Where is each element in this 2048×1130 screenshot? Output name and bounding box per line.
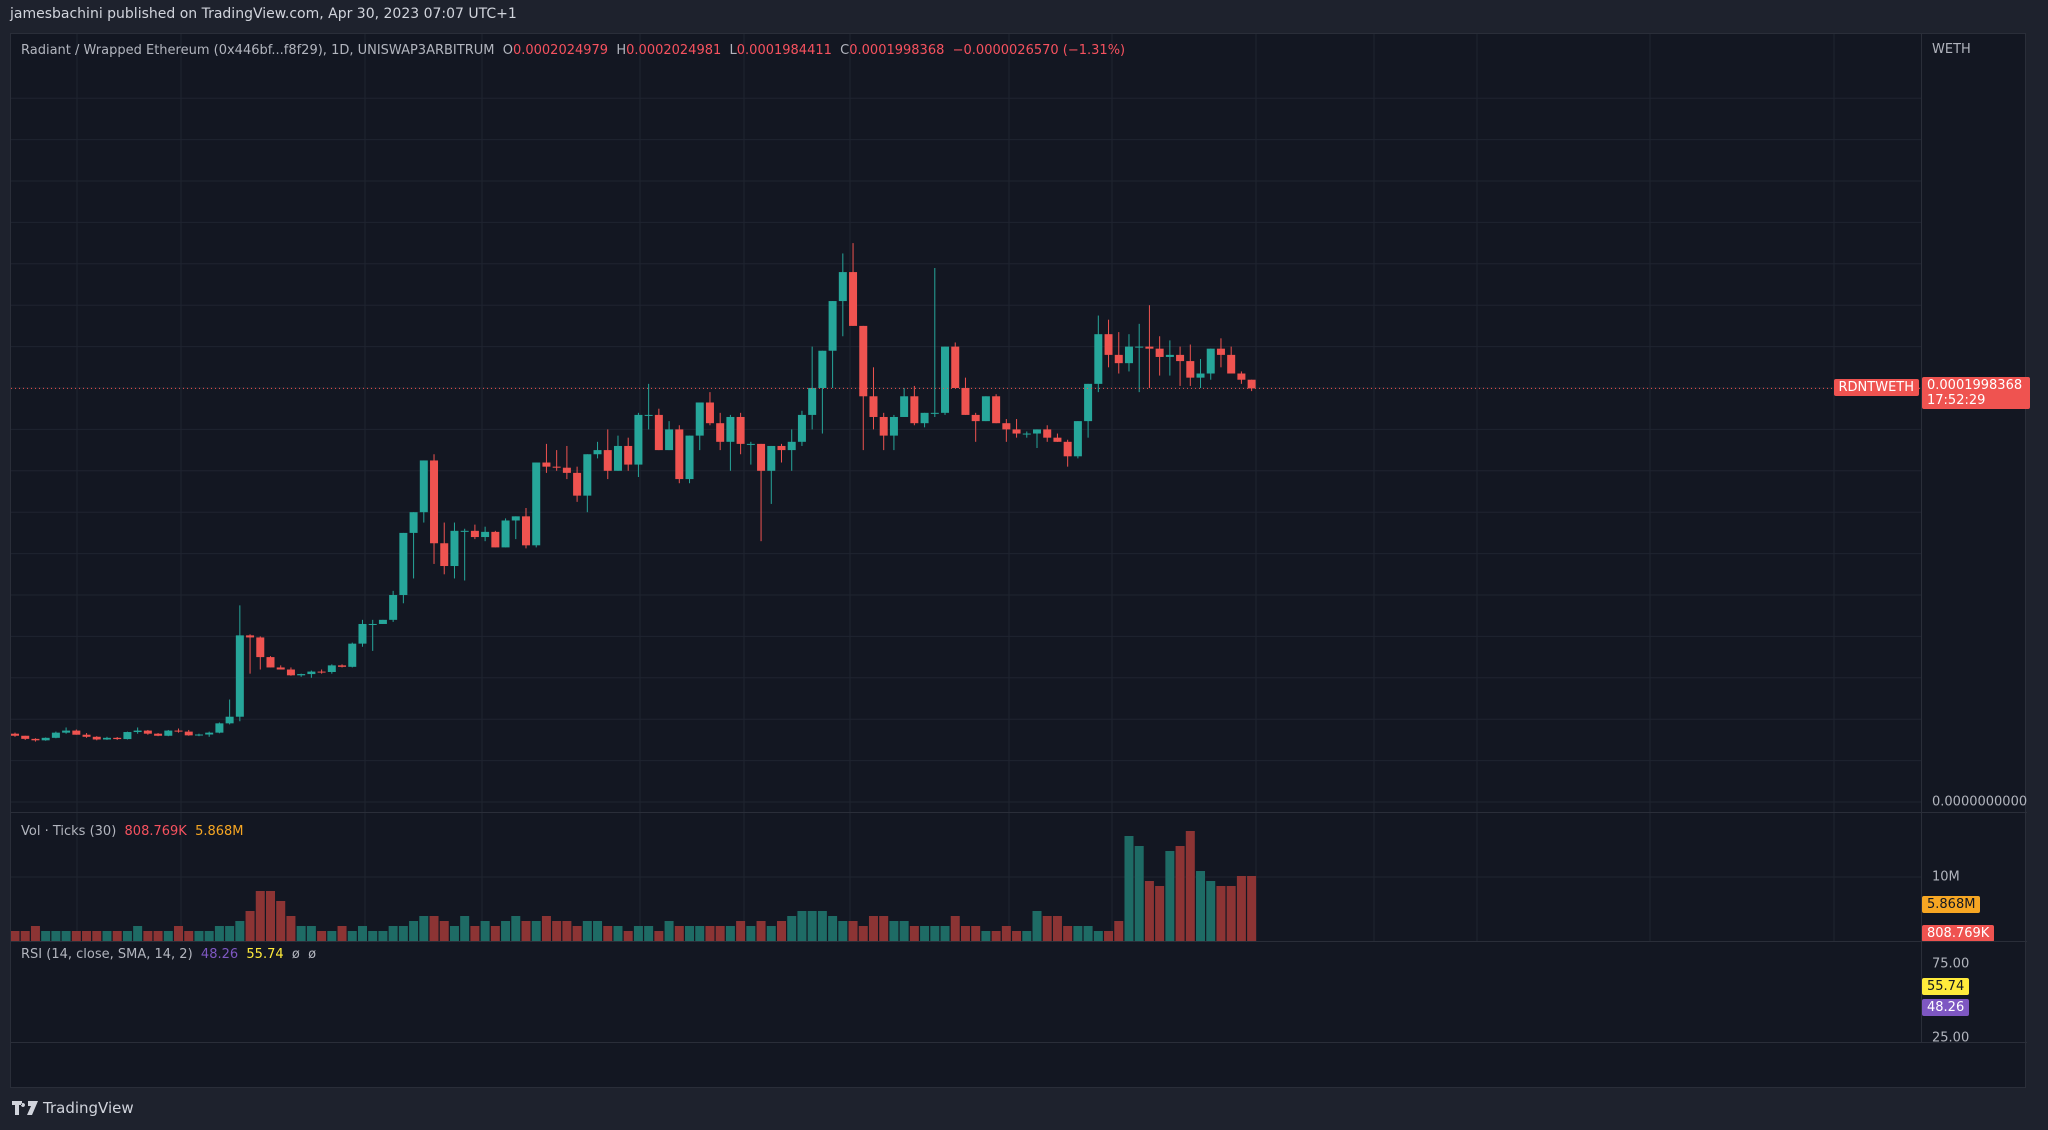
rsi-pane[interactable]: RSI (14, close, SMA, 14, 2) 48.26 55.74 … [11, 942, 1921, 1042]
close-value: 0.0001998368 [849, 43, 945, 58]
price-tick: 0.0000000000 [1932, 794, 2028, 810]
chart-frame: Radiant / Wrapped Ethereum (0x446bf...f8… [10, 33, 2030, 1088]
rsi-value: 48.26 [200, 947, 239, 962]
price-axis[interactable]: WETH 0.00034000000.00032000000.000300000… [1921, 34, 2030, 812]
tradingview-brand[interactable]: TradingView [12, 1099, 134, 1117]
tradingview-logo-icon [12, 1101, 38, 1115]
volume-pane[interactable]: Vol · Ticks (30) 808.769K 5.868M [11, 813, 1921, 941]
time-axis[interactable] [11, 1043, 1921, 1087]
symbol-title[interactable]: Radiant / Wrapped Ethereum (0x446bf...f8… [21, 43, 495, 58]
high-value: 0.0002024981 [626, 43, 722, 58]
rsi-axis[interactable]: 75.00 55.74 48.26 25.00 [1921, 942, 2027, 1046]
pane-separator[interactable] [11, 941, 2027, 942]
change-value: −0.0000026570 (−1.31%) [952, 43, 1126, 58]
volume-value: 808.769K [124, 824, 187, 839]
rsi-legend: RSI (14, close, SMA, 14, 2) 48.26 55.74 … [21, 947, 317, 962]
pane-separator[interactable] [11, 812, 2027, 813]
rsi-tick-75: 75.00 [1932, 956, 1970, 972]
volume-badge: 808.769K [1922, 925, 1995, 942]
volume-legend: Vol · Ticks (30) 808.769K 5.868M [21, 824, 244, 839]
volume-title[interactable]: Vol · Ticks (30) [21, 824, 117, 839]
volume-tick: 10M [1932, 869, 1960, 885]
axis-currency: WETH [1932, 42, 1971, 57]
candlestick-chart[interactable] [11, 34, 1921, 812]
rsi-ma-value: 55.74 [246, 947, 284, 962]
volume-ma-value: 5.868M [195, 824, 244, 839]
rsi-tick-25: 25.00 [1932, 1030, 1970, 1046]
published-caption: jamesbachini published on TradingView.co… [10, 6, 517, 22]
low-value: 0.0001984411 [736, 43, 832, 58]
last-price-badge: 0.0001998368 17:52:29 [1922, 377, 2030, 409]
price-pane[interactable]: Radiant / Wrapped Ethereum (0x446bf...f8… [11, 34, 1921, 812]
symbol-legend: Radiant / Wrapped Ethereum (0x446bf...f8… [21, 43, 1126, 58]
rsi-badge: 48.26 [1922, 999, 1970, 1016]
pane-separator [11, 1042, 2027, 1043]
open-value: 0.0002024979 [512, 43, 609, 58]
rsi-ma-badge: 55.74 [1922, 978, 1970, 995]
bar-countdown: 17:52:29 [1927, 393, 1986, 408]
rsi-title[interactable]: RSI (14, close, SMA, 14, 2) [21, 947, 193, 962]
volume-histogram[interactable] [11, 813, 1921, 941]
symbol-price-label: RDNTWETH [1833, 379, 1919, 396]
volume-ma-badge: 5.868M [1922, 896, 1981, 913]
volume-axis[interactable]: 10M 5.868M 808.769K [1921, 813, 2027, 942]
